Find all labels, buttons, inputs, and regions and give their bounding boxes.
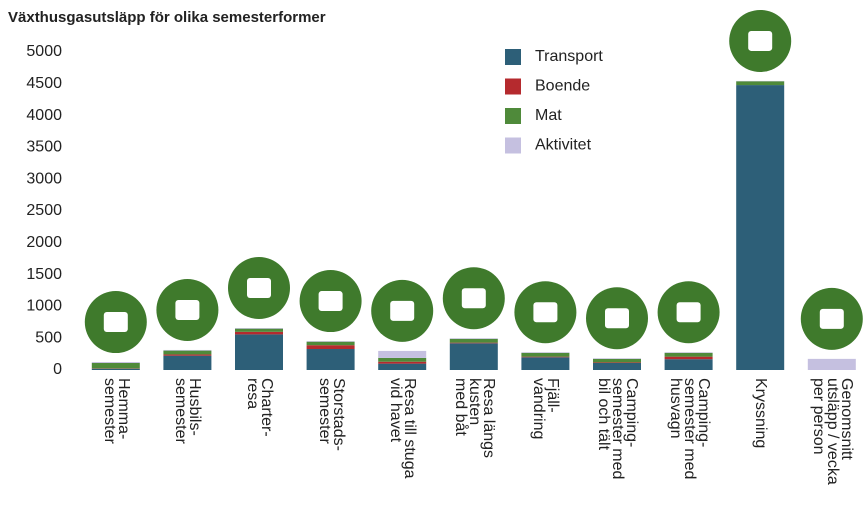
bar-segment bbox=[664, 352, 713, 357]
icon-glyph bbox=[819, 308, 844, 329]
y-tick-label: 3000 bbox=[26, 170, 62, 187]
bar-segment bbox=[378, 357, 427, 362]
y-tick-label: 500 bbox=[35, 329, 62, 346]
bar-segment bbox=[664, 352, 713, 353]
bar-segment bbox=[306, 345, 355, 350]
bar-segment bbox=[91, 368, 140, 370]
y-tick-label: 4000 bbox=[26, 107, 62, 124]
y-tick-label: 4500 bbox=[26, 75, 62, 92]
bar-segment bbox=[664, 359, 713, 370]
icon-glyph bbox=[533, 302, 558, 323]
legend-label: Boende bbox=[535, 78, 590, 95]
bar-segment bbox=[91, 363, 140, 369]
bar-segment bbox=[521, 352, 570, 353]
x-tick-label: Fjäll- vandring bbox=[530, 378, 562, 440]
icon-glyph bbox=[390, 300, 415, 321]
x-tick-label: Charter- resa bbox=[244, 378, 275, 437]
bar-segment bbox=[378, 363, 427, 370]
bar-segment bbox=[736, 85, 785, 371]
bar-segment bbox=[449, 342, 498, 344]
bar-segment bbox=[91, 362, 140, 364]
x-tick-label: Resa till stuga vid havet bbox=[387, 378, 419, 479]
bar-segment bbox=[593, 358, 641, 363]
y-tick-label: 0 bbox=[53, 361, 62, 378]
bar-segment bbox=[593, 363, 641, 370]
bar-segment bbox=[235, 334, 283, 370]
y-tick-label: 1500 bbox=[26, 266, 62, 283]
icon-glyph bbox=[318, 291, 343, 312]
y-tick-label: 2500 bbox=[26, 202, 62, 219]
bar-segment bbox=[664, 356, 713, 360]
bar-segment bbox=[235, 328, 283, 329]
bar-segment bbox=[593, 362, 641, 364]
x-tick-label: Camping- semester med husvagn bbox=[666, 378, 712, 480]
bar-segment bbox=[736, 81, 785, 86]
icon-glyph bbox=[748, 30, 773, 51]
bar-segment bbox=[306, 341, 355, 346]
bar-segment bbox=[306, 341, 355, 342]
bar-segment bbox=[235, 328, 283, 332]
bar-segment bbox=[163, 355, 212, 370]
bar-segment bbox=[449, 338, 498, 343]
y-tick-label: 1000 bbox=[26, 298, 62, 315]
x-tick-label: Kryssning bbox=[752, 378, 770, 449]
y-tick-label: 3500 bbox=[26, 139, 62, 156]
x-tick-label: Camping- semester med bil och tält bbox=[595, 378, 640, 480]
y-tick-label: 2000 bbox=[26, 234, 62, 251]
legend-label: Mat bbox=[535, 107, 562, 124]
bar-segment bbox=[163, 349, 212, 351]
icon-glyph bbox=[247, 278, 271, 299]
icon-glyph bbox=[175, 299, 200, 320]
icon-glyph bbox=[103, 312, 128, 333]
bar-segment bbox=[521, 356, 570, 358]
bar-segment bbox=[521, 357, 570, 370]
bar-segment bbox=[593, 358, 641, 359]
legend-swatch bbox=[505, 49, 521, 65]
x-tick-label: Resa längs kusten med båt bbox=[451, 378, 497, 459]
legend-swatch bbox=[505, 78, 521, 95]
bar-segment bbox=[235, 331, 283, 335]
legend-swatch bbox=[505, 137, 521, 154]
icon-glyph bbox=[605, 308, 629, 329]
bar-segment bbox=[449, 343, 498, 370]
icon-glyph bbox=[461, 288, 486, 309]
bar-segment bbox=[163, 350, 212, 355]
bar-segment bbox=[521, 352, 570, 357]
x-tick-label: Husbils- semester bbox=[172, 378, 204, 444]
bar-segment bbox=[378, 361, 427, 364]
legend-swatch bbox=[505, 108, 521, 124]
bar-segment bbox=[378, 350, 427, 358]
legend-label: Aktivitet bbox=[535, 137, 592, 154]
bar-segment bbox=[807, 358, 856, 370]
y-tick-label: 5000 bbox=[26, 43, 62, 60]
legend-label: Transport bbox=[535, 48, 603, 65]
icon-glyph bbox=[676, 302, 701, 323]
x-tick-label: Genomsnitt utsläpp / vecka per person bbox=[809, 378, 855, 485]
x-tick-label: Storstads- semester bbox=[315, 378, 347, 451]
bar-segment bbox=[163, 354, 212, 356]
x-tick-label: Hemma- semester bbox=[100, 378, 132, 444]
chart-title: Växthusgasutsläpp för olika semesterform… bbox=[8, 9, 326, 26]
bar-segment bbox=[449, 338, 498, 339]
bar-segment bbox=[306, 349, 355, 370]
